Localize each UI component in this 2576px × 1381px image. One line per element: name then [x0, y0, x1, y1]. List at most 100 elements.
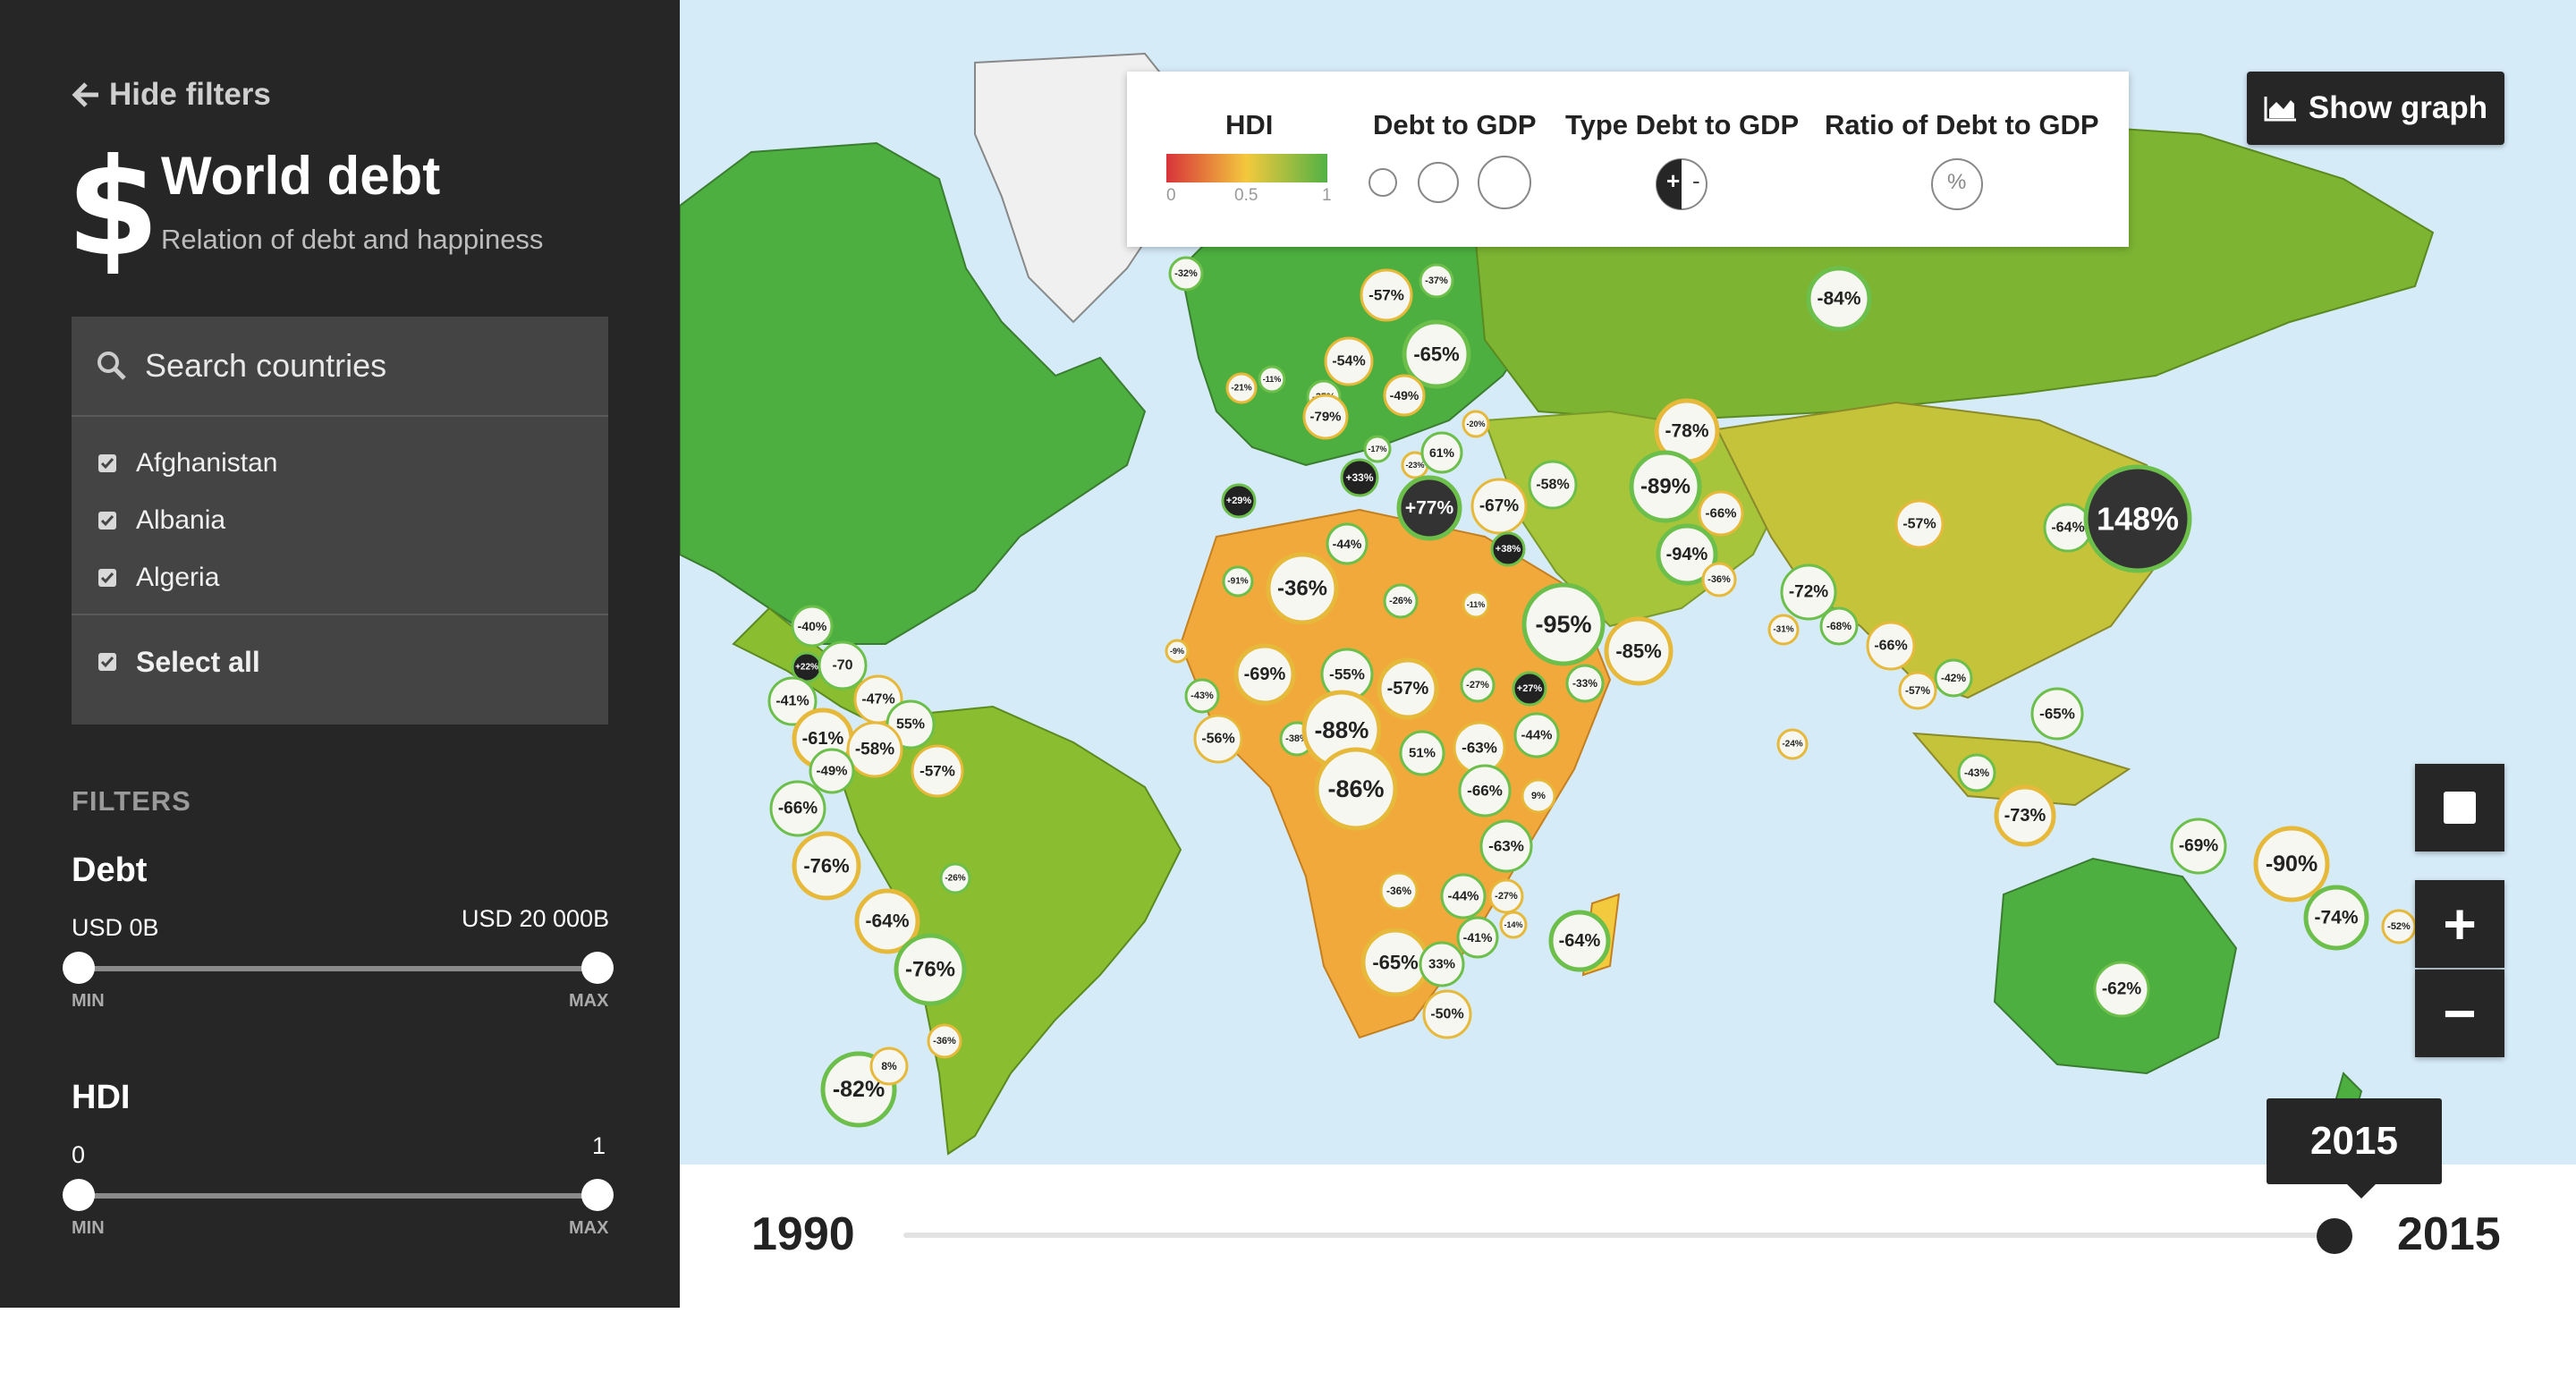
debt-bubble[interactable]	[1360, 268, 1413, 322]
debt-bubble[interactable]	[1379, 871, 1419, 911]
debt-bubble[interactable]	[2030, 687, 2084, 741]
search-input[interactable]	[143, 346, 576, 385]
debt-bubble[interactable]	[1806, 266, 1872, 332]
debt-bubble[interactable]	[1934, 658, 1973, 698]
debt-bubble[interactable]	[1479, 819, 1533, 873]
debt-bubble[interactable]	[1898, 671, 1937, 710]
country-item-albania[interactable]: Albania	[98, 503, 225, 538]
debt-bubble[interactable]	[1458, 764, 1512, 818]
debt-bubble[interactable]	[1548, 910, 1611, 972]
debt-bubble[interactable]	[1490, 531, 1526, 567]
select-all-item[interactable]: Select all	[98, 644, 260, 680]
debt-bubble[interactable]	[1528, 460, 1578, 510]
debt-bubble[interactable]	[1470, 478, 1528, 535]
debt-bubble[interactable]	[809, 748, 855, 794]
debt-bubble[interactable]	[1521, 582, 1606, 666]
debt-bubble[interactable]	[1422, 989, 1472, 1039]
debt-bubble[interactable]	[2083, 464, 2192, 573]
debt-bubble[interactable]	[1326, 522, 1368, 565]
debt-bubble[interactable]	[1698, 490, 1744, 537]
debt-bubble[interactable]	[1266, 552, 1339, 625]
debt-bubble[interactable]	[1222, 565, 1254, 597]
debt-bubble[interactable]	[1512, 671, 1547, 707]
debt-bubble[interactable]	[939, 862, 971, 894]
debt-bubble[interactable]	[1513, 712, 1560, 758]
debt-bubble[interactable]	[1258, 365, 1286, 394]
debt-bubble[interactable]	[1521, 778, 1556, 814]
debt-bubble[interactable]	[1456, 916, 1499, 959]
debt-bubble[interactable]	[1894, 499, 1945, 549]
checkbox-checked[interactable]	[98, 512, 116, 530]
debt-bubble[interactable]	[1462, 590, 1490, 619]
timeline-track[interactable]	[903, 1233, 2334, 1238]
debt-bubble[interactable]	[1314, 747, 1398, 831]
debt-bubble[interactable]	[2093, 961, 2150, 1018]
debt-bubble[interactable]	[1776, 728, 1809, 760]
hdi-slider-min-handle[interactable]	[63, 1179, 95, 1211]
debt-bubble[interactable]	[1419, 941, 1465, 987]
debt-bubble[interactable]	[1383, 374, 1426, 417]
debt-bubble[interactable]	[1440, 873, 1487, 919]
timeline-handle[interactable]	[2317, 1218, 2352, 1254]
checkbox-checked[interactable]	[98, 569, 116, 587]
debt-bubble[interactable]	[792, 831, 861, 901]
debt-bubble[interactable]	[894, 933, 967, 1006]
debt-bubble[interactable]	[927, 1023, 962, 1059]
debt-bubble[interactable]	[791, 605, 834, 648]
zoom-out-button[interactable]: −	[2415, 970, 2504, 1057]
hdi-slider-max-handle[interactable]	[581, 1179, 614, 1211]
debt-bubble[interactable]	[911, 744, 964, 798]
debt-bubble[interactable]	[1402, 319, 1471, 389]
debt-bubble[interactable]	[1565, 664, 1605, 703]
debt-bubble[interactable]	[1225, 372, 1258, 404]
debt-bubble[interactable]	[1399, 730, 1445, 776]
debt-bubble[interactable]	[869, 1046, 909, 1086]
zoom-in-button[interactable]: +	[2415, 880, 2504, 968]
debt-bubble[interactable]	[1396, 475, 1462, 541]
debt-bubble[interactable]	[1184, 678, 1220, 714]
debt-bubble[interactable]	[2170, 818, 2227, 875]
debt-bubble[interactable]	[767, 676, 818, 726]
debt-bubble[interactable]	[1302, 394, 1349, 440]
debt-bubble[interactable]	[1377, 657, 1439, 720]
debt-bubble[interactable]	[1866, 621, 1916, 671]
debt-bubble[interactable]	[1233, 643, 1296, 706]
debt-bubble[interactable]	[1419, 263, 1454, 299]
debt-bubble[interactable]	[1656, 523, 1718, 586]
debt-bubble[interactable]	[1780, 563, 1837, 621]
debt-bubble[interactable]	[1499, 911, 1528, 939]
debt-bubble[interactable]	[2303, 885, 2369, 951]
debt-bubble[interactable]	[1767, 614, 1800, 646]
debt-bubble[interactable]	[2253, 826, 2330, 902]
debt-bubble[interactable]	[1383, 583, 1419, 619]
debt-slider-min-handle[interactable]	[63, 952, 95, 984]
checkbox-checked[interactable]	[98, 454, 116, 472]
debt-bubble[interactable]	[1957, 753, 1996, 792]
debt-bubble[interactable]	[1629, 450, 1702, 523]
country-item-afghanistan[interactable]: Afghanistan	[98, 445, 277, 481]
debt-bubble[interactable]	[854, 888, 920, 954]
debt-bubble[interactable]	[1168, 256, 1204, 292]
debt-bubble[interactable]	[846, 721, 903, 778]
hide-filters-button[interactable]: Hide filters	[72, 77, 271, 113]
show-graph-button[interactable]: Show graph	[2247, 72, 2504, 145]
checkbox-checked[interactable]	[98, 653, 116, 671]
debt-bubble[interactable]	[1193, 714, 1243, 764]
debt-bubble[interactable]	[1460, 667, 1496, 703]
debt-bubble[interactable]	[1462, 410, 1490, 438]
debt-bubble[interactable]	[1819, 606, 1859, 646]
debt-bubble[interactable]	[1324, 336, 1374, 386]
debt-bubble[interactable]	[1363, 435, 1392, 463]
debt-bubble[interactable]	[1340, 458, 1379, 497]
debt-bubble[interactable]	[1701, 562, 1737, 597]
debt-slider-max-handle[interactable]	[581, 952, 614, 984]
debt-bubble[interactable]	[1604, 616, 1674, 686]
debt-bubble[interactable]	[769, 780, 826, 837]
country-item-algeria[interactable]: Algeria	[98, 560, 219, 596]
debt-bubble[interactable]	[1221, 483, 1257, 519]
debt-bubble[interactable]	[818, 640, 868, 690]
debt-bubble[interactable]	[1165, 639, 1190, 664]
debt-bubble[interactable]	[1420, 431, 1463, 474]
debt-bubble[interactable]	[1994, 784, 2056, 847]
stop-button[interactable]	[2415, 764, 2504, 851]
